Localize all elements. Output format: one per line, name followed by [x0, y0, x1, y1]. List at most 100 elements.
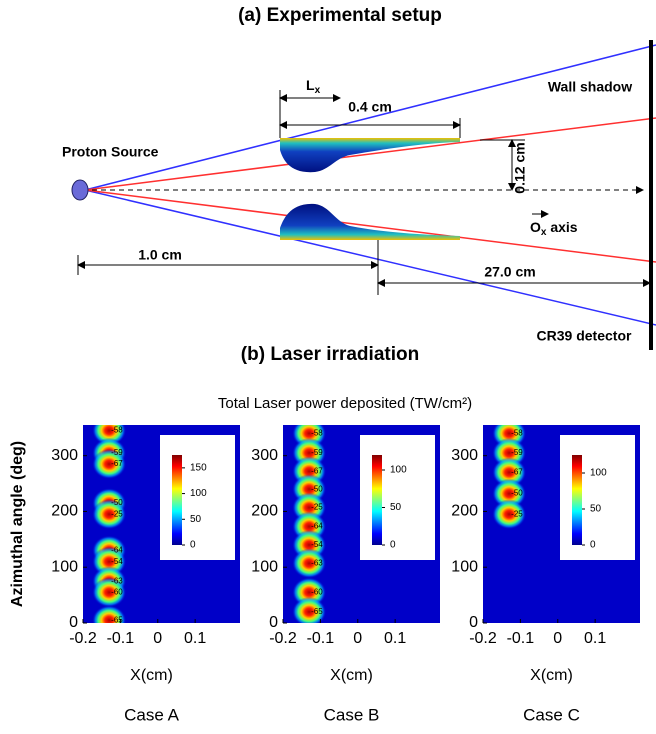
distance-2: 27.0 cm: [484, 264, 535, 280]
y-tick-label: 100: [51, 558, 78, 575]
axis-label: Ox axis: [530, 219, 578, 238]
setup-diagram: (a) Experimental setup Lx 0.4 cm 0.12 cm…: [62, 5, 656, 350]
spot-label: -67: [311, 466, 323, 475]
length-label: 0.4 cm: [348, 99, 392, 115]
colorbar-tick-label: 100: [590, 468, 607, 479]
case-label: Case A: [124, 705, 179, 724]
spot-label: -54: [111, 557, 123, 566]
spot-label: -25: [311, 503, 323, 512]
spot-label: -58: [111, 426, 123, 435]
spots: -58 -59 -67 -50 -25 -64 -54 -63 -60 -65: [92, 425, 127, 624]
colorbar-box: [360, 435, 435, 560]
x-tick-label: -0.1: [307, 630, 335, 647]
x-tick-label: 0.1: [184, 630, 206, 647]
spot-label: -25: [111, 509, 123, 518]
spot-label: -54: [311, 540, 323, 549]
spot-label: -63: [311, 558, 323, 567]
spot-label: -65: [311, 607, 323, 616]
lx-label: Lx: [306, 77, 321, 96]
x-axis-label: X(cm): [330, 667, 373, 684]
x-tick-label: -0.1: [507, 630, 535, 647]
laser-spot: [492, 499, 527, 530]
spot-label: -50: [511, 489, 523, 498]
spot-label: -60: [111, 587, 123, 596]
spot-label: -59: [311, 448, 323, 457]
spot-label: -59: [511, 448, 523, 457]
colorbar-tick-label: 150: [190, 462, 207, 473]
spot-label: -58: [311, 428, 323, 437]
y-tick-label: 100: [251, 558, 278, 575]
x-tick-label: 0.1: [584, 630, 606, 647]
y-tick-label: 0: [469, 614, 478, 631]
spot-label: -58: [511, 428, 523, 437]
target-lower: [280, 203, 460, 240]
x-tick-label: 0: [353, 630, 362, 647]
gap-label: 0.12 cm: [512, 142, 528, 193]
x-tick-label: -0.2: [269, 630, 297, 647]
spots: -58 -59 -67 -50 -25: [492, 425, 527, 530]
x-tick-label: -0.1: [107, 630, 135, 647]
laser-spot: [92, 577, 127, 608]
spot-label: -50: [311, 484, 323, 493]
colorbar-box: [560, 435, 635, 560]
colorbar: [572, 455, 582, 545]
x-tick-label: 0: [553, 630, 562, 647]
beam-edge: [84, 44, 656, 191]
wall-shadow: Wall shadow: [548, 79, 632, 95]
laser-spot: [92, 499, 127, 530]
colorbar-tick-label: 0: [590, 540, 596, 551]
heatmap-panel: -58 -59 -67 -50 -25 -64 -54 -63 -60 -65 -0.2 -0.1 0 0…: [9, 425, 240, 724]
case-label: Case B: [324, 705, 380, 724]
source-label: Proton Source: [62, 144, 159, 160]
y-tick-label: 200: [251, 503, 278, 520]
source: [71, 179, 89, 201]
spot-label: -65: [111, 615, 123, 624]
laser-spot: [492, 478, 527, 509]
laser-spot: [492, 457, 527, 488]
colorbar-tick-label: 0: [190, 540, 196, 551]
colorbar: [372, 455, 382, 545]
case-label: Case C: [523, 705, 580, 724]
spot-label: -67: [511, 468, 523, 477]
heatmap-panel: -58 -59 -67 -50 -25 -64 -54 -63 -60 -65 -0.2 -0.1 0 0…: [251, 425, 440, 724]
x-axis-label: X(cm): [130, 667, 173, 684]
spot-label: -25: [511, 509, 523, 518]
x-tick-label: 0.1: [384, 630, 406, 647]
distance-1: 1.0 cm: [138, 247, 182, 263]
spot-label: -64: [111, 546, 123, 555]
spot-label: -64: [311, 522, 323, 531]
spot-label: -63: [111, 576, 123, 585]
y-tick-label: 100: [451, 558, 478, 575]
y-tick-label: 300: [251, 447, 278, 464]
colorbar-tick-label: 50: [190, 514, 202, 525]
colorbar-tick-label: 100: [190, 488, 207, 499]
y-tick-label: 0: [269, 614, 278, 631]
colorbar-tick-label: 50: [590, 504, 602, 515]
beam-edge: [84, 189, 656, 326]
y-axis-label: Azimuthal angle (deg): [9, 441, 26, 607]
x-tick-label: 0: [153, 630, 162, 647]
target-upper: [280, 138, 460, 173]
y-tick-label: 200: [451, 503, 478, 520]
laser-spot: [92, 449, 127, 480]
y-tick-label: 200: [51, 503, 78, 520]
y-tick-label: 300: [51, 447, 78, 464]
section-title: (b) Laser irradiation: [241, 344, 419, 365]
colorbar: [172, 455, 182, 545]
laser-spot: [92, 605, 127, 623]
spot-label: -67: [111, 459, 123, 468]
colorbar-tick-label: 50: [390, 502, 402, 513]
spot-label: -60: [311, 587, 323, 596]
title: (a) Experimental setup: [238, 5, 442, 26]
laser-spot: [292, 596, 327, 623]
spots: -58 -59 -67 -50 -25 -64 -54 -63 -60 -65: [292, 425, 327, 623]
x-tick-label: -0.2: [69, 630, 97, 647]
x-axis-label: X(cm): [530, 667, 573, 684]
figure-title: Total Laser power deposited (TW/cm²): [218, 395, 472, 412]
shadow-edge: [84, 189, 656, 263]
laser-spot: [292, 548, 327, 579]
heatmap-panel: -58 -59 -67 -50 -25 -0.2 -0.1 0 0.1 0 100 200 300 0 50…: [451, 425, 640, 724]
colorbar-tick-label: 100: [390, 465, 407, 476]
shadow-edge: [84, 117, 656, 191]
